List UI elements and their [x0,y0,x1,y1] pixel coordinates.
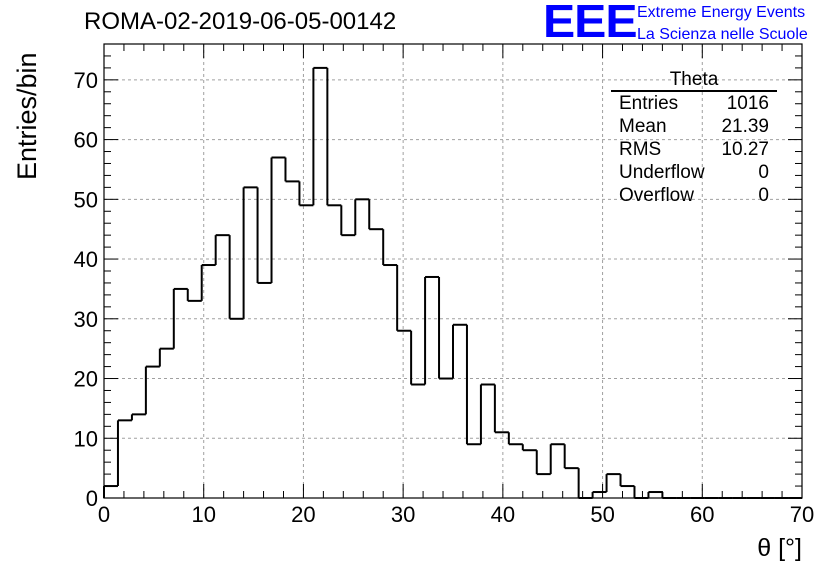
histogram-bin [577,468,593,499]
histogram-bin [270,156,286,283]
x-tick-label: 30 [391,502,415,527]
histogram-bin [116,419,132,487]
stats-label: Mean [619,116,667,137]
stats-value: 1016 [726,93,769,114]
histogram-bin [130,413,146,421]
histogram-bin [103,485,118,498]
stats-row-overflow: Overflow 0 [611,184,777,207]
logo-subtitle-line2: La Scienza nelle Scuole [637,26,808,43]
histogram-bin [368,199,384,231]
y-axis-label: Entries/bin [12,52,42,180]
y-tick-label: 50 [74,187,98,212]
histogram-bin [396,265,412,332]
stats-label: RMS [619,139,662,160]
y-tick-label: 0 [86,486,98,511]
histogram-bin [424,275,440,385]
histogram-bin [340,205,356,237]
histogram-bin [284,157,300,183]
histogram-bin [410,330,426,386]
histogram-bin [605,473,621,493]
histogram-bin [312,66,328,206]
stats-row-rms: RMS 10.27 [611,138,777,161]
stats-label: Overflow [619,185,694,206]
axes-frame [103,43,803,499]
histogram-bin [186,288,202,302]
histogram-bin [326,67,342,207]
histogram-bin [200,264,216,301]
histogram-bin [493,384,509,434]
stats-box: Theta Entries 1016 Mean 21.39 RMS 10.27 Und… [611,70,777,207]
histogram-bin [535,450,551,476]
histogram-bin [438,276,453,380]
stats-value: 0 [758,185,769,206]
histogram-bin [591,491,607,498]
histogram-bin [563,444,579,470]
histogram-bin [647,491,663,498]
stats-label: Underflow [619,162,705,183]
stats-row-mean: Mean 21.39 [611,115,777,138]
stats-value: 21.39 [721,116,769,137]
x-tick-label: 0 [98,502,110,527]
tick-labels: 0 10 20 30 40 50 60 70 0 10 20 30 40 50 60 70 [74,68,815,527]
x-tick-label: 60 [690,502,714,527]
histogram-bin [521,444,537,452]
histogram-bin [242,186,258,319]
y-tick-label: 40 [74,247,98,272]
stats-row-entries: Entries 1016 [611,92,777,115]
y-tick-label: 10 [74,426,98,451]
histogram-bin [172,287,188,349]
stats-title: Theta [611,70,777,92]
x-tick-label: 10 [191,502,215,527]
axis-ticks [103,43,803,499]
x-tick-label: 50 [590,502,614,527]
histogram-bin [298,181,314,207]
x-axis-label: θ [°] [757,534,802,562]
histogram-bin [633,486,649,499]
eee-logo: EEE [543,0,638,47]
histogram-bin [479,383,495,445]
x-tick-label: 20 [291,502,315,527]
y-tick-label: 30 [74,307,98,332]
histogram-bin [465,324,481,446]
stats-value: 10.27 [721,139,769,160]
histogram-bin [549,443,565,475]
stats-row-underflow: Underflow 0 [611,161,777,184]
histogram-bin [256,187,272,284]
stats-label: Entries [619,93,679,114]
plot-title: ROMA-02-2019-06-05-00142 [84,8,397,35]
x-tick-label: 70 [790,502,814,527]
plot-frame [103,43,803,499]
histogram-bin [228,235,244,320]
x-tick-label: 40 [491,502,515,527]
histogram-bin [214,234,230,266]
histogram-bars [103,66,802,499]
histogram-bin [619,474,635,488]
y-tick-label: 70 [74,68,98,93]
logo-subtitle-line1: Extreme Energy Events [637,4,806,21]
histogram-bin [661,492,677,499]
histogram-bin [354,198,370,236]
y-tick-label: 60 [74,128,98,153]
histogram-bin [158,347,174,367]
histogram-bin [452,323,467,379]
y-tick-label: 20 [74,367,98,392]
stats-value: 0 [758,162,769,183]
histogram-bin [382,229,398,267]
histogram-bin [507,432,523,446]
histogram-bin [144,365,160,415]
